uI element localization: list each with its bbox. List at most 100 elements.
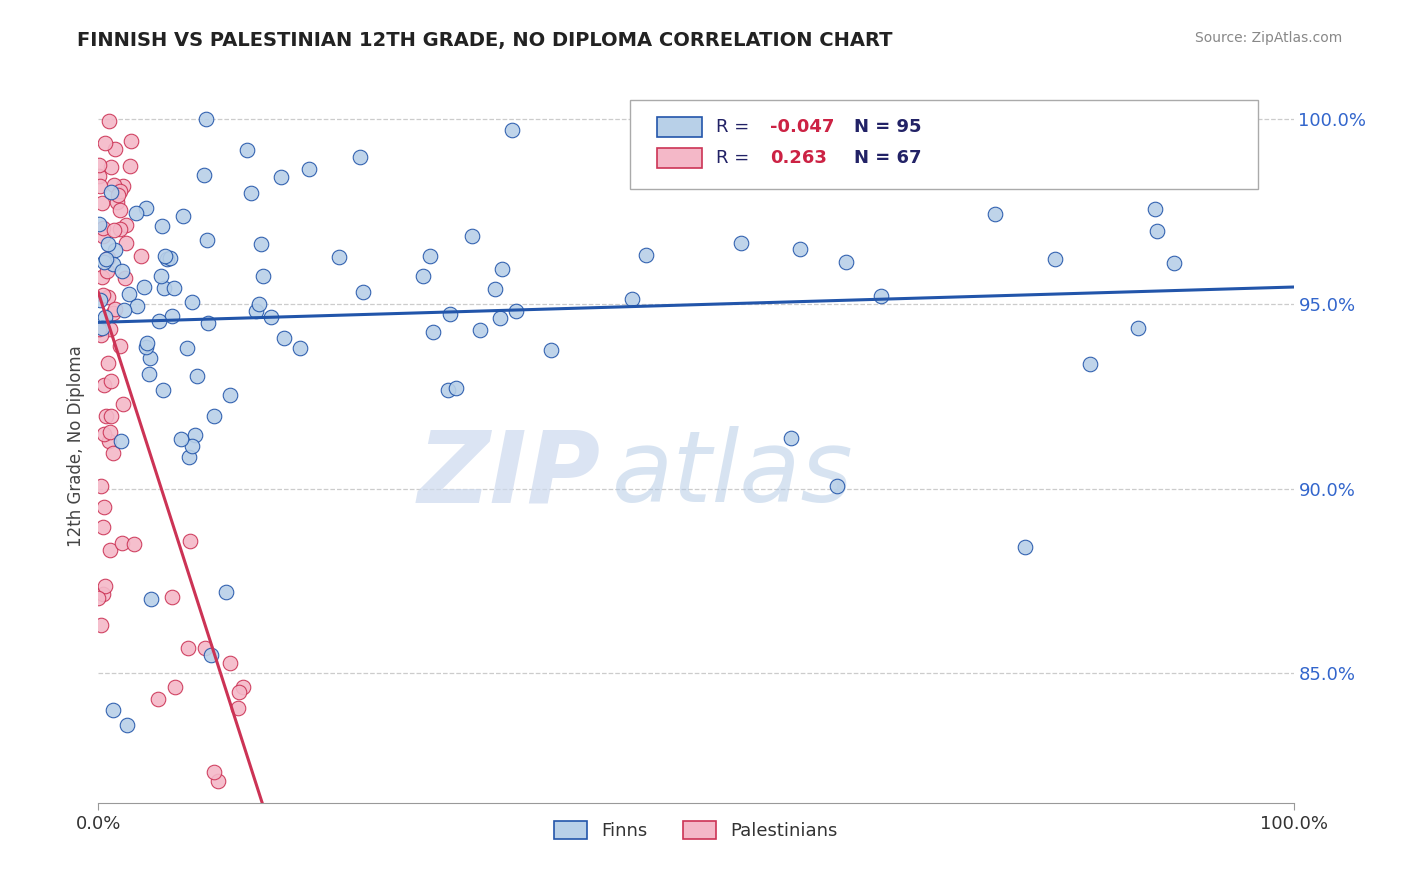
Point	[232, 681, 254, 695]
Point	[105, 194, 128, 209]
Point	[114, 218, 136, 232]
Point	[101, 306, 124, 320]
Point	[107, 188, 129, 202]
Point	[153, 281, 176, 295]
Point	[247, 297, 270, 311]
Point	[444, 381, 467, 395]
Point	[491, 262, 513, 277]
Point	[184, 428, 207, 442]
Point	[94, 409, 117, 424]
Point	[468, 323, 491, 337]
Point	[186, 368, 208, 383]
Point	[135, 201, 157, 215]
Point	[170, 432, 193, 446]
Point	[228, 685, 250, 699]
Point	[104, 243, 127, 257]
Point	[419, 249, 441, 263]
Point	[103, 223, 125, 237]
Point	[98, 322, 121, 336]
Point	[108, 184, 131, 198]
Point	[150, 219, 173, 233]
Point	[148, 314, 170, 328]
Point	[200, 648, 222, 662]
Point	[160, 309, 183, 323]
Point	[240, 186, 263, 200]
Point	[194, 640, 217, 655]
Point	[226, 701, 249, 715]
Point	[101, 446, 124, 460]
Point	[104, 142, 127, 156]
Y-axis label: 12th Grade, No Diploma: 12th Grade, No Diploma	[66, 345, 84, 547]
Point	[96, 263, 118, 277]
Point	[422, 325, 444, 339]
Point	[94, 136, 117, 150]
Point	[93, 310, 115, 325]
Text: R =: R =	[716, 118, 755, 136]
Point	[91, 221, 114, 235]
Point	[181, 439, 204, 453]
Point	[138, 367, 160, 381]
Point	[100, 161, 122, 175]
Point	[1014, 540, 1036, 554]
Point	[120, 134, 142, 148]
Point	[118, 287, 141, 301]
Point	[110, 434, 132, 448]
Point	[621, 293, 644, 307]
Point	[202, 409, 225, 423]
Point	[90, 618, 112, 632]
Point	[87, 217, 110, 231]
Point	[111, 263, 134, 277]
Point	[97, 114, 120, 128]
Point	[461, 229, 484, 244]
Point	[1163, 256, 1185, 270]
Point	[219, 388, 242, 402]
Point	[108, 222, 131, 236]
Point	[780, 431, 803, 445]
Point	[252, 268, 274, 283]
Point	[260, 310, 283, 325]
Point	[112, 303, 135, 318]
Point	[163, 680, 186, 694]
Point	[984, 207, 1007, 221]
Text: N = 67: N = 67	[853, 150, 921, 168]
Point	[89, 179, 111, 194]
Point	[488, 311, 510, 326]
Point	[177, 641, 200, 656]
Point	[148, 691, 170, 706]
Point	[91, 229, 114, 244]
Point	[437, 383, 460, 397]
Point	[153, 249, 176, 263]
Point	[139, 592, 162, 607]
Point	[89, 322, 111, 336]
Point	[135, 340, 157, 354]
Point	[94, 579, 117, 593]
Text: -0.047: -0.047	[770, 118, 834, 136]
Point	[91, 520, 114, 534]
Point	[270, 169, 292, 184]
Point	[149, 268, 172, 283]
Point	[179, 450, 201, 464]
Point	[100, 185, 122, 199]
Point	[87, 158, 110, 172]
Point	[120, 159, 142, 173]
Point	[93, 500, 115, 514]
Point	[97, 356, 120, 370]
Point	[90, 195, 112, 210]
Point	[179, 534, 201, 549]
Point	[172, 209, 194, 223]
Point	[730, 236, 752, 251]
Point	[789, 242, 811, 256]
Point	[91, 586, 114, 600]
Point	[114, 271, 136, 285]
FancyBboxPatch shape	[630, 100, 1258, 189]
Point	[96, 252, 118, 267]
Point	[207, 773, 229, 788]
Point	[634, 248, 657, 262]
Point	[135, 335, 157, 350]
Point	[349, 150, 371, 164]
Point	[412, 268, 434, 283]
Point	[1146, 224, 1168, 238]
Point	[1128, 321, 1150, 335]
Point	[115, 718, 138, 732]
Point	[91, 269, 114, 284]
